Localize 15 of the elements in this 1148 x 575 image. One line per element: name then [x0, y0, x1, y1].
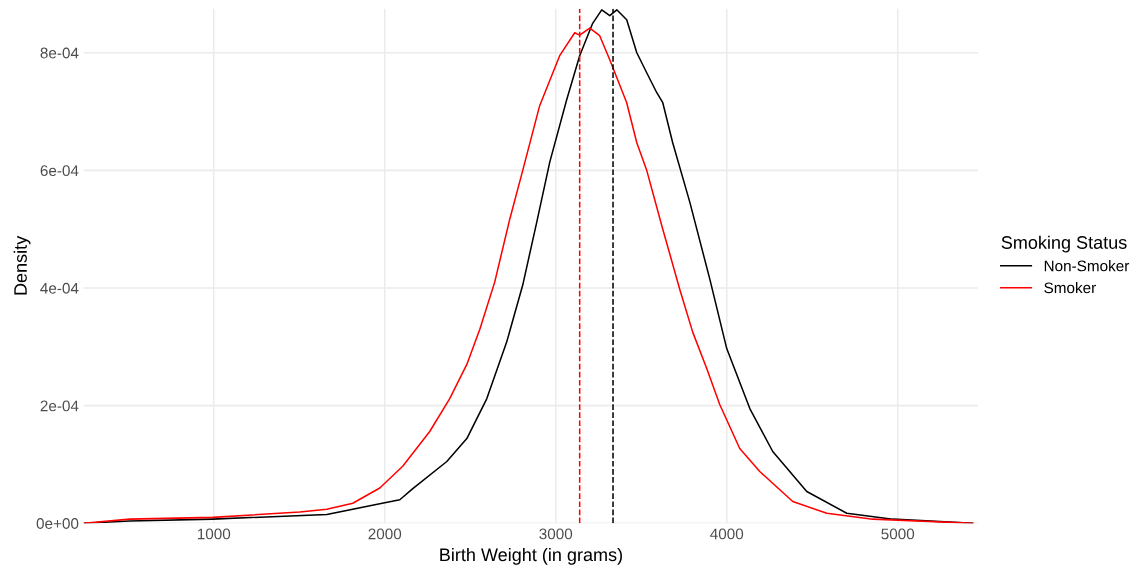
x-axis-title: Birth Weight (in grams)	[440, 547, 622, 565]
x-tick-label: 5000	[881, 528, 915, 540]
y-tick-label: 4e-04	[40, 282, 79, 294]
y-tick-label: 8e-04	[40, 47, 79, 59]
legend-title: Smoking Status	[1001, 235, 1127, 253]
legend-label: Non-Smoker	[1044, 260, 1130, 272]
x-tick-label: 3000	[539, 528, 573, 540]
y-tick-label: 0e+00	[36, 518, 79, 529]
x-tick-label: 2000	[368, 528, 402, 540]
x-tick-label: 1000	[197, 528, 231, 540]
legend-label: Smoker	[1044, 281, 1096, 294]
y-tick-label: 2e-04	[40, 400, 79, 412]
x-tick-label: 4000	[710, 528, 744, 540]
y-tick-label: 6e-04	[40, 165, 79, 177]
y-axis-title: Density	[13, 235, 31, 295]
